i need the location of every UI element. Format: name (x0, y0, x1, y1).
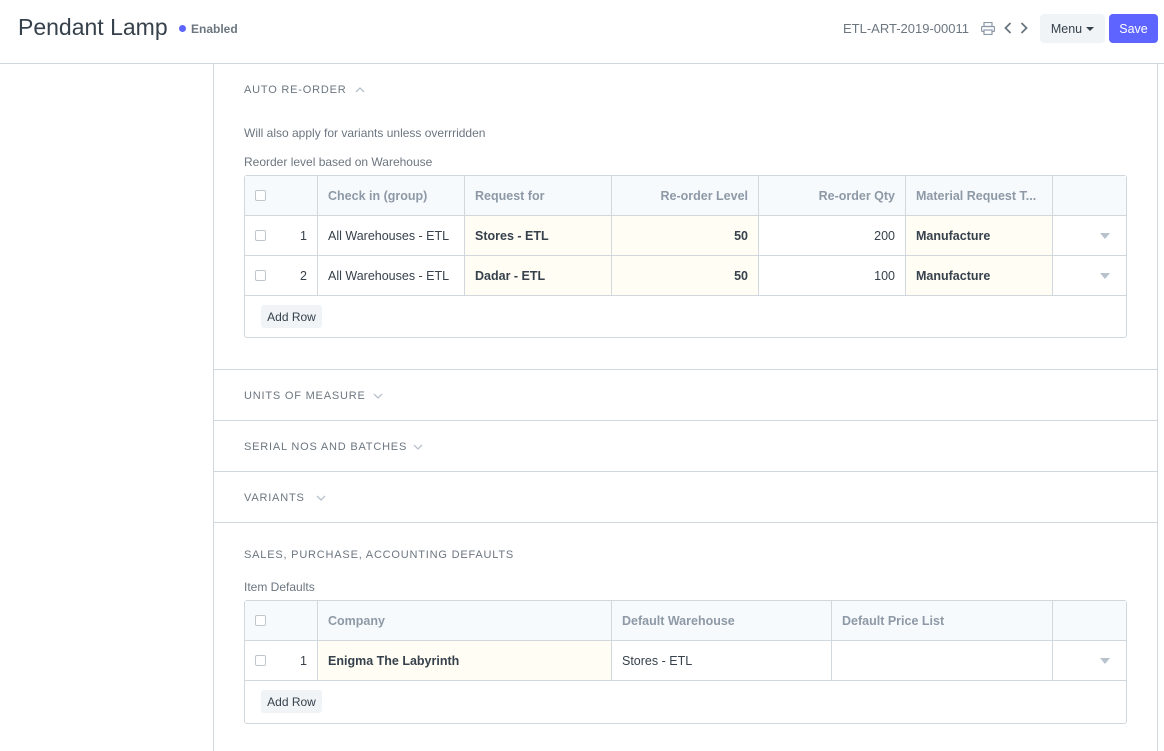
cell-reorder-qty[interactable]: 100 (759, 256, 906, 295)
table-row[interactable]: 2 All Warehouses - ETL Dadar - ETL 50 10… (245, 256, 1126, 296)
reorder-table: Check in (group) Request for Re-order Le… (244, 175, 1127, 338)
section-serial-nos-title[interactable]: SERIAL NOS AND BATCHES (244, 441, 408, 453)
section-auto-reorder-title[interactable]: AUTO RE-ORDER (244, 84, 347, 96)
select-all-checkbox[interactable] (255, 190, 266, 201)
table-header-row: Company Default Warehouse Default Price … (245, 601, 1126, 641)
column-header: Material Request T... (906, 176, 1053, 215)
caret-down-icon (1086, 26, 1095, 31)
column-header: Request for (465, 176, 612, 215)
item-defaults-label: Item Defaults (244, 580, 315, 594)
cell-reorder-level[interactable]: 50 (612, 216, 759, 255)
select-all-checkbox[interactable] (255, 615, 266, 626)
row-index: 1 (300, 228, 307, 243)
section-defaults-title: SALES, PURCHASE, ACCOUNTING DEFAULTS (244, 549, 515, 561)
header-settings-cell (1053, 601, 1126, 640)
document-id: ETL-ART-2019-00011 (843, 21, 969, 36)
section-divider (214, 369, 1157, 370)
row-index: 2 (300, 268, 307, 283)
chevron-right-icon[interactable] (1016, 19, 1032, 37)
status-text: Enabled (191, 22, 238, 36)
table-header-row: Check in (group) Request for Re-order Le… (245, 176, 1126, 216)
row-checkbox[interactable] (255, 270, 266, 281)
page-title: Pendant Lamp (18, 14, 168, 40)
header-settings-cell (1053, 176, 1126, 215)
header-select-cell (245, 176, 318, 215)
save-button[interactable]: Save (1109, 14, 1158, 43)
cell-reorder-qty[interactable]: 200 (759, 216, 906, 255)
row-select-cell: 1 (245, 641, 318, 680)
auto-reorder-note: Will also apply for variants unless over… (244, 126, 486, 140)
header-select-cell (245, 601, 318, 640)
cell-material-request-type[interactable]: Manufacture (906, 256, 1053, 295)
row-checkbox[interactable] (255, 230, 266, 241)
section-divider (214, 471, 1157, 472)
item-defaults-table: Company Default Warehouse Default Price … (244, 600, 1127, 724)
status-indicator: Enabled (179, 22, 238, 36)
section-variants-title[interactable]: VARIANTS (244, 492, 305, 504)
menu-button-label: Menu (1050, 21, 1083, 36)
column-header: Re-order Level (612, 176, 759, 215)
column-header: Check in (group) (318, 176, 465, 215)
status-dot (179, 25, 186, 32)
row-edit-cell[interactable] (1053, 641, 1126, 680)
chevron-down-icon[interactable] (316, 494, 326, 502)
caret-down-icon[interactable] (1100, 232, 1110, 239)
caret-down-icon[interactable] (1100, 657, 1110, 664)
row-index: 1 (300, 653, 307, 668)
column-header: Re-order Qty (759, 176, 906, 215)
row-select-cell: 1 (245, 216, 318, 255)
table-row[interactable]: 1 All Warehouses - ETL Stores - ETL 50 2… (245, 216, 1126, 256)
row-edit-cell[interactable] (1053, 216, 1126, 255)
cell-reorder-level[interactable]: 50 (612, 256, 759, 295)
row-select-cell: 2 (245, 256, 318, 295)
column-header: Company (318, 601, 612, 640)
sidebar-divider (213, 64, 214, 751)
reorder-table-label: Reorder level based on Warehouse (244, 155, 433, 169)
cell-material-request-type[interactable]: Manufacture (906, 216, 1053, 255)
section-divider (214, 420, 1157, 421)
cell-check-in-group[interactable]: All Warehouses - ETL (318, 216, 465, 255)
section-units-of-measure-title[interactable]: UNITS OF MEASURE (244, 390, 366, 402)
add-row-button[interactable]: Add Row (261, 305, 322, 328)
menu-button[interactable]: Menu (1040, 14, 1105, 43)
cell-request-for[interactable]: Stores - ETL (465, 216, 612, 255)
form-right-border (1157, 64, 1158, 751)
chevron-down-icon[interactable] (413, 443, 423, 451)
cell-default-warehouse[interactable]: Stores - ETL (612, 641, 832, 680)
chevron-up-icon[interactable] (355, 86, 365, 94)
page-header: Pendant Lamp Enabled ETL-ART-2019-00011 … (0, 0, 1164, 64)
row-checkbox[interactable] (255, 655, 266, 666)
caret-down-icon[interactable] (1100, 272, 1110, 279)
column-header: Default Price List (832, 601, 1053, 640)
chevron-down-icon[interactable] (373, 392, 383, 400)
cell-check-in-group[interactable]: All Warehouses - ETL (318, 256, 465, 295)
add-row-button[interactable]: Add Row (261, 690, 322, 713)
cell-company[interactable]: Enigma The Labyrinth (318, 641, 612, 680)
chevron-left-icon[interactable] (1000, 19, 1016, 37)
row-edit-cell[interactable] (1053, 256, 1126, 295)
cell-request-for[interactable]: Dadar - ETL (465, 256, 612, 295)
column-header: Default Warehouse (612, 601, 832, 640)
printer-icon[interactable] (980, 19, 996, 37)
section-divider (214, 522, 1157, 523)
table-row[interactable]: 1 Enigma The Labyrinth Stores - ETL (245, 641, 1126, 681)
cell-default-price-list[interactable] (832, 641, 1053, 680)
